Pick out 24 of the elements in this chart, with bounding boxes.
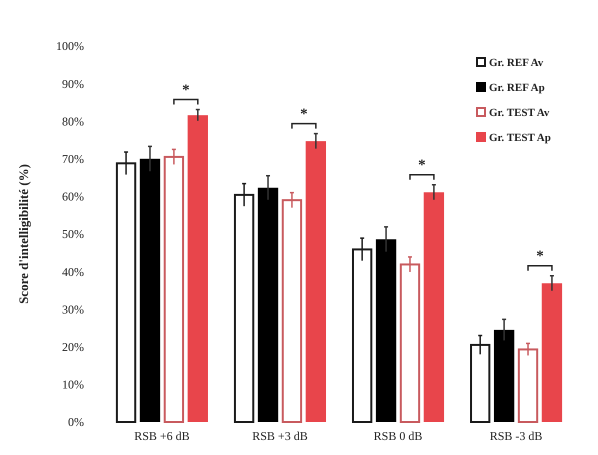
y-tick-label: 30% bbox=[62, 302, 84, 316]
y-tick-label: 70% bbox=[62, 152, 84, 166]
y-tick-label: 80% bbox=[62, 114, 84, 128]
legend-label: Gr. REF Ap bbox=[489, 82, 545, 94]
legend-label: Gr. TEST Ap bbox=[489, 132, 551, 144]
x-tick-label: RSB -3 dB bbox=[490, 429, 542, 443]
annotation: * bbox=[182, 82, 190, 99]
annotation: * bbox=[300, 106, 308, 123]
legend-label: Gr. REF Av bbox=[489, 56, 544, 69]
annotation: * bbox=[536, 248, 544, 265]
y-tick-label: 90% bbox=[62, 76, 84, 91]
annotation: * bbox=[418, 158, 426, 174]
y-tick-label: 100% bbox=[56, 39, 84, 54]
y-tick-label: 40% bbox=[62, 264, 84, 279]
y-tick-label: 0% bbox=[68, 415, 84, 430]
x-tick-label: RSB +6 dB bbox=[134, 429, 190, 443]
x-tick-label: RSB +3 dB bbox=[252, 429, 308, 443]
y-tick-label: 10% bbox=[62, 378, 84, 392]
y-tick-label: 20% bbox=[62, 340, 84, 354]
y-tick-label: 60% bbox=[62, 190, 84, 204]
legend-label: Gr. TEST Av bbox=[489, 106, 550, 119]
x-tick-label: RSB 0 dB bbox=[374, 429, 422, 443]
y-axis-title: Score d'intelligibilité (%) bbox=[16, 164, 31, 304]
y-tick-label: 50% bbox=[62, 227, 84, 242]
